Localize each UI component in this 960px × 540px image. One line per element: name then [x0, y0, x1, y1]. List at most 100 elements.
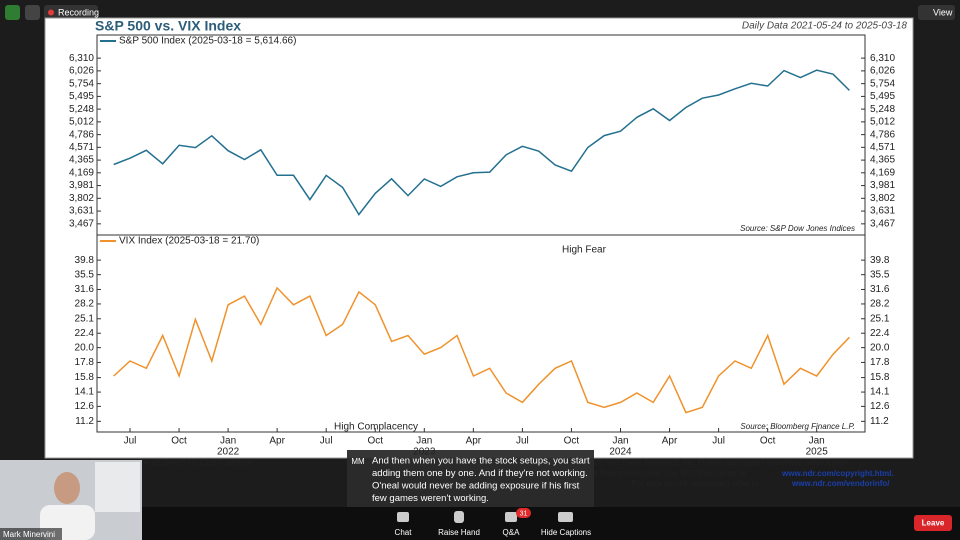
caption-line: O'neal would never be adding exposure if… — [372, 481, 580, 492]
annotation: High Complacency — [334, 422, 418, 433]
raise-hand-label[interactable]: Raise Hand — [438, 528, 480, 537]
name-tag — [0, 528, 62, 540]
security-icon[interactable] — [5, 5, 20, 20]
speaker-initials: MM — [351, 457, 365, 466]
x-tick-label: Apr — [466, 436, 482, 447]
chart-panel — [44, 17, 914, 459]
y-tick-label: 12.6 — [870, 401, 890, 412]
footer-version: sion of: DAVIS72_CUSTOMvmm — [135, 458, 252, 467]
y-tick-label: 28.2 — [75, 299, 95, 310]
footer-text: ll Rights Reserved. See NDR Disclaimer a… — [594, 469, 746, 478]
x-tick-label: Jan — [612, 436, 628, 447]
caption-line: adding them one by one. And if they're n… — [372, 468, 588, 479]
y-tick-label: 6,026 — [870, 66, 895, 77]
y-tick-label: 4,169 — [69, 167, 94, 178]
y-tick-label: 14.1 — [870, 387, 890, 398]
x-tick-label: Jan — [220, 436, 236, 447]
y-tick-label: 35.5 — [75, 269, 95, 280]
y-tick-label: 4,169 — [870, 167, 895, 178]
footer-link[interactable]: www.ndr.com/vendorinfo/ — [791, 479, 890, 488]
x-year-label: 2024 — [609, 447, 632, 458]
y-tick-label: 22.4 — [870, 328, 890, 339]
annotation: High Fear — [562, 245, 607, 256]
y-tick-label: 5,495 — [870, 91, 895, 102]
apps-icon[interactable] — [25, 5, 40, 20]
x-tick-label: Oct — [760, 436, 776, 447]
x-tick-label: Jul — [320, 436, 333, 447]
x-tick-label: Jul — [124, 436, 137, 447]
chat-label[interactable]: Chat — [395, 528, 413, 537]
y-tick-label: 15.8 — [75, 372, 95, 383]
y-tick-label: 5,495 — [69, 91, 94, 102]
x-year-label: 2023 — [413, 447, 436, 458]
footer-text: For data vendor disclaimers refer to — [632, 479, 759, 488]
y-tick-label: 5,754 — [69, 78, 94, 89]
qa-badge — [516, 508, 531, 518]
y-tick-label: 39.8 — [75, 255, 95, 266]
chat-icon[interactable] — [397, 512, 409, 522]
y-tick-label: 6,310 — [69, 53, 94, 64]
y-tick-label: 5,754 — [870, 78, 895, 89]
window-bg — [95, 462, 140, 512]
qa-icon[interactable] — [505, 512, 517, 522]
y-tick-label: 5,012 — [870, 116, 895, 127]
y-tick-label: 15.8 — [870, 372, 890, 383]
y-tick-label: 3,981 — [870, 180, 895, 191]
y-tick-label: 4,365 — [870, 155, 895, 166]
y-tick-label: 11.2 — [75, 416, 94, 427]
x-tick-label: Jan — [809, 436, 825, 447]
series-line — [113, 69, 850, 216]
chart-subtitle: Daily Data 2021-05-24 to 2025-03-18 — [742, 21, 908, 32]
qa-label[interactable]: Q&A — [503, 528, 521, 537]
x-tick-label: Oct — [171, 436, 187, 447]
y-tick-label: 12.6 — [75, 401, 95, 412]
caption-lines: And then when you have the stock setups,… — [372, 456, 590, 505]
x-tick-label: Oct — [564, 436, 580, 447]
y-tick-label: 35.5 — [870, 269, 890, 280]
y-tick-label: 20.0 — [75, 342, 95, 353]
x-tick-label: Jul — [516, 436, 529, 447]
y-tick-label: 4,365 — [69, 155, 94, 166]
y-tick-label: 39.8 — [870, 255, 890, 266]
y-tick-label: 28.2 — [870, 299, 890, 310]
recording-dot — [48, 9, 54, 16]
y-tick-label: 4,786 — [69, 129, 94, 140]
participant-name: Mark Minervini — [3, 530, 55, 539]
source-note: Source: S&P Dow Jones Indices — [740, 224, 855, 233]
y-tick-label: 14.1 — [75, 387, 95, 398]
y-tick-label: 31.6 — [870, 284, 890, 295]
y-tick-label: 6,026 — [69, 66, 94, 77]
y-tick-label: 31.6 — [75, 284, 95, 295]
y-tick-label: 4,786 — [870, 129, 895, 140]
caption-line: few games weren't working. — [372, 493, 489, 504]
x-tick-label: Jan — [416, 436, 432, 447]
y-tick-label: 3,631 — [870, 206, 895, 217]
person-head — [54, 472, 80, 504]
x-tick-label: Apr — [269, 436, 285, 447]
y-tick-label: 3,802 — [870, 193, 895, 204]
y-tick-label: 5,248 — [870, 104, 895, 115]
view-button[interactable] — [918, 5, 955, 20]
recording-button[interactable] — [44, 5, 98, 20]
y-tick-label: 4,571 — [69, 142, 94, 153]
y-tick-label: 3,467 — [870, 218, 895, 229]
footer-text: 25 Ned Davis Research, Inc. Further dist… — [594, 458, 848, 467]
leave-button[interactable] — [914, 515, 952, 531]
y-tick-label: 6,310 — [870, 53, 895, 64]
y-tick-label: 11.2 — [870, 416, 889, 427]
y-tick-label: 4,571 — [870, 142, 895, 153]
caption-box — [347, 450, 594, 507]
qa-badge-count: 31 — [520, 510, 528, 517]
captions-icon[interactable] — [558, 512, 573, 522]
legend-label: VIX Index (2025-03-18 = 21.70) — [119, 236, 259, 247]
y-tick-label: 17.8 — [870, 357, 890, 368]
captions-label[interactable]: Hide Captions — [541, 528, 591, 537]
y-tick-label: 3,981 — [69, 180, 94, 191]
x-tick-label: Jul — [712, 436, 725, 447]
x-year-label: 2022 — [217, 447, 240, 458]
view-label: View — [933, 7, 953, 17]
footer-link[interactable]: www.ndr.com/copyright.html. — [781, 469, 894, 478]
raise-hand-icon[interactable] — [454, 511, 464, 523]
source-note: Source: Bloomberg Finance L.P. — [740, 422, 855, 431]
